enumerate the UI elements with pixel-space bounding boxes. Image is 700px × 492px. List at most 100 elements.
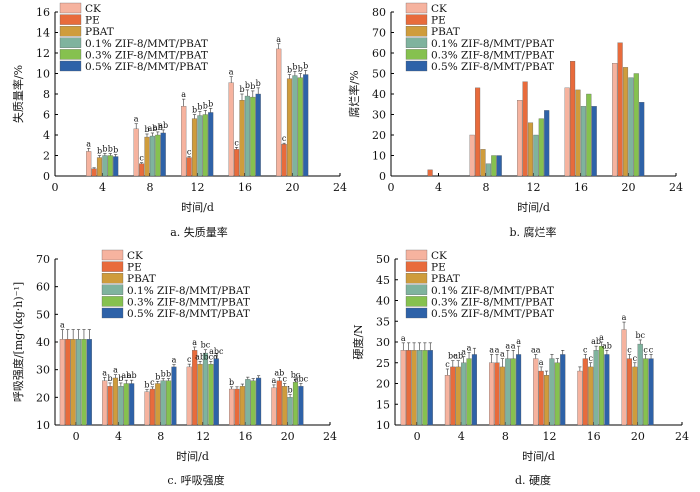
- x-tick-label: 24: [323, 430, 337, 443]
- bar: [543, 375, 550, 426]
- y-tick-label: 30: [372, 109, 386, 122]
- significance-letter: c: [583, 345, 588, 354]
- legend-swatch: [59, 14, 82, 25]
- x-tick-label: 20: [286, 181, 300, 194]
- x-tick-label: 20: [631, 430, 645, 443]
- bar: [499, 366, 505, 426]
- significance-letter: b: [256, 79, 261, 88]
- bar: [139, 163, 145, 177]
- legend-label: 0.1% ZIF-8/MMT/PBAT: [431, 38, 554, 50]
- significance-letter: b: [208, 99, 213, 108]
- x-tick-label: 20: [281, 430, 295, 443]
- significance-letter: b: [118, 374, 123, 383]
- panel-caption: b. 腐烂率: [509, 225, 556, 239]
- bar: [256, 377, 262, 426]
- bar: [549, 358, 555, 426]
- bar: [276, 48, 282, 177]
- significance-letter: bc: [448, 352, 458, 361]
- bar: [186, 157, 192, 177]
- bar: [471, 354, 477, 426]
- legend-swatch: [59, 2, 82, 14]
- y-tick-label: 35: [376, 315, 390, 328]
- legend-swatch: [405, 307, 428, 319]
- bar: [191, 118, 198, 177]
- bar: [166, 380, 172, 426]
- legend-swatch: [405, 49, 428, 60]
- bar: [118, 386, 124, 426]
- y-tick-label: 50: [372, 68, 386, 81]
- legend-label: PBAT: [431, 273, 460, 285]
- bar: [633, 73, 639, 177]
- bar: [491, 155, 497, 177]
- x-tick-label: 8: [157, 430, 164, 443]
- significance-letter: a: [229, 68, 234, 77]
- y-tick-label: 60: [372, 47, 386, 60]
- bar: [648, 358, 654, 426]
- significance-letter: ab: [147, 124, 157, 133]
- significance-letter: b: [288, 386, 293, 395]
- bar: [292, 75, 298, 177]
- bar: [213, 358, 219, 426]
- bar: [522, 81, 528, 177]
- x-axis-title: 时间/d: [517, 201, 550, 214]
- bar: [586, 93, 592, 177]
- significance-letter: a: [134, 115, 139, 124]
- significance-letter: c: [588, 354, 593, 363]
- bar: [192, 350, 198, 426]
- bar: [133, 128, 139, 177]
- significance-letter: b: [203, 101, 208, 110]
- y-tick-label: 12: [36, 47, 50, 60]
- bar: [144, 391, 150, 426]
- bar: [582, 358, 588, 426]
- x-tick-label: 0: [73, 430, 80, 443]
- bar: [505, 358, 511, 426]
- significance-letter: b: [113, 145, 118, 154]
- x-axis-title: 时间/d: [181, 201, 214, 214]
- legend-label: 0.3% ZIF-8/MMT/PBAT: [85, 49, 208, 61]
- legend-swatch: [405, 296, 428, 307]
- legend-label: 0.1% ZIF-8/MMT/PBAT: [127, 285, 250, 297]
- bar: [466, 358, 472, 426]
- panel-caption: c. 呼吸强度: [167, 473, 224, 487]
- significance-letter: c: [234, 138, 239, 147]
- bar: [517, 100, 523, 177]
- x-tick-label: 12: [543, 430, 557, 443]
- legend-swatch: [59, 49, 82, 60]
- bar: [637, 343, 643, 426]
- significance-letter: bc: [635, 331, 645, 340]
- significance-letter: ab: [591, 337, 601, 346]
- x-tick-label: 12: [527, 181, 541, 194]
- y-tick-label: 30: [376, 336, 390, 349]
- x-tick-label: 8: [483, 181, 490, 194]
- bar: [144, 136, 150, 177]
- x-tick-label: 0: [388, 181, 395, 194]
- legend-swatch: [59, 26, 82, 37]
- legend-swatch: [405, 14, 428, 25]
- y-tick-label: 16: [36, 6, 50, 19]
- significance-letter: c: [649, 345, 654, 354]
- bar: [102, 380, 108, 426]
- significance-letter: ab: [158, 121, 168, 130]
- significance-letter: c: [445, 360, 450, 369]
- bar: [538, 370, 544, 426]
- significance-letter: a: [276, 35, 281, 44]
- bar: [59, 339, 65, 426]
- significance-letter: bcd: [204, 352, 219, 361]
- bar: [626, 358, 632, 426]
- legend-label: CK: [127, 250, 143, 262]
- significance-letter: a: [511, 341, 516, 350]
- legend-swatch: [405, 26, 428, 37]
- bar: [538, 118, 544, 177]
- x-axis-title: 时间/d: [522, 450, 555, 463]
- legend-swatch: [101, 307, 124, 319]
- significance-letter: a: [539, 358, 544, 367]
- bar: [570, 61, 576, 177]
- bar: [202, 114, 208, 177]
- significance-letter: a: [113, 366, 118, 375]
- y-tick-label: 60: [36, 281, 50, 294]
- x-tick-label: 4: [99, 181, 106, 194]
- significance-letter: c: [282, 375, 287, 384]
- bar: [297, 77, 303, 177]
- legend-swatch: [405, 284, 428, 295]
- bar: [617, 42, 623, 177]
